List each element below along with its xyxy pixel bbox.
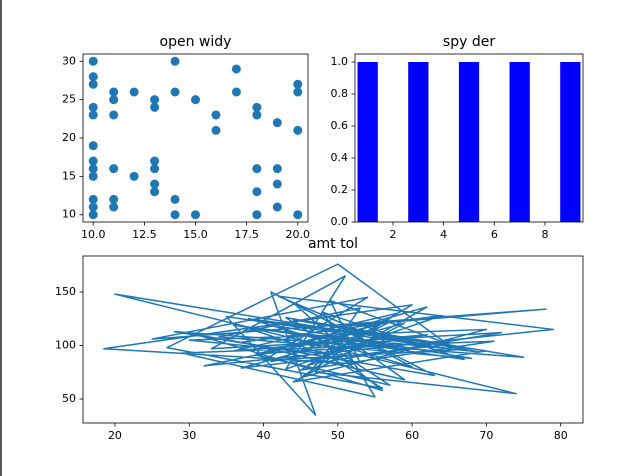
y-tick-label: 1.0 [331, 55, 349, 68]
y-tick-label: 10 [62, 208, 76, 221]
point [293, 210, 303, 220]
line [103, 263, 555, 416]
x-tick-label: 6 [491, 228, 498, 241]
y-tick-label: 100 [55, 338, 76, 351]
point [252, 164, 262, 174]
point [170, 87, 180, 97]
point [88, 171, 98, 181]
y-tick-label: 0.6 [331, 119, 349, 132]
point [109, 110, 119, 120]
x-tick-label: 40 [257, 429, 271, 442]
point [129, 87, 139, 97]
point [252, 102, 262, 112]
x-tick-label: 4 [440, 228, 447, 241]
x-tick-label: 20.0 [286, 228, 311, 241]
bar [560, 62, 581, 222]
point [191, 210, 200, 220]
point [88, 164, 98, 174]
point [252, 110, 262, 120]
point [129, 171, 139, 181]
y-tick-label: 15 [62, 169, 76, 182]
point [272, 202, 282, 212]
y-tick-label: 0.0 [331, 215, 349, 228]
point [88, 72, 98, 82]
y-tick-label: 30 [62, 54, 76, 67]
point [88, 156, 98, 166]
point [252, 210, 262, 220]
y-tick-label: 0.2 [331, 183, 349, 196]
point [231, 64, 241, 74]
point [293, 87, 303, 97]
point [293, 125, 303, 135]
point [150, 102, 160, 112]
point [88, 56, 98, 66]
point [272, 118, 282, 128]
axes-frame [82, 255, 584, 424]
chart-title: amt tol [308, 236, 358, 252]
point [170, 210, 180, 220]
point [88, 202, 98, 212]
point [109, 87, 119, 97]
x-tick-label: 12.5 [132, 228, 157, 241]
x-tick-label: 80 [554, 429, 568, 442]
point [211, 110, 221, 120]
point [150, 164, 160, 174]
x-tick-label: 15.0 [183, 228, 208, 241]
y-tick-label: 50 [62, 392, 76, 405]
x-tick-label: 70 [479, 429, 493, 442]
point [109, 202, 119, 212]
bar [408, 62, 429, 222]
point [211, 125, 221, 135]
point [293, 79, 303, 89]
x-tick-label: 30 [182, 429, 196, 442]
point [150, 179, 160, 189]
point [272, 179, 282, 189]
axes-frame [354, 53, 584, 223]
y-tick-label: 0.4 [331, 151, 349, 164]
point [88, 102, 98, 112]
point [109, 164, 119, 174]
y-tick-label: 150 [55, 285, 76, 298]
point [88, 194, 98, 204]
point [170, 56, 180, 66]
bar [357, 62, 378, 222]
point [150, 156, 160, 166]
point [170, 194, 180, 204]
x-tick-label: 8 [542, 228, 549, 241]
y-tick-label: 20 [62, 131, 76, 144]
y-tick-label: 0.8 [331, 87, 349, 100]
bar [458, 62, 480, 222]
point [272, 164, 282, 174]
chart-title: open widy [160, 34, 232, 50]
point [109, 194, 119, 204]
y-tick-label: 25 [62, 93, 76, 106]
point [88, 141, 98, 151]
window-edge [0, 0, 2, 476]
point [109, 95, 119, 105]
x-tick-label: 20 [108, 429, 122, 442]
x-tick-label: 60 [405, 429, 419, 442]
bar [509, 62, 530, 222]
point [252, 187, 262, 197]
point [150, 187, 160, 197]
point [88, 210, 98, 220]
point [150, 95, 160, 105]
point [191, 95, 200, 105]
x-tick-label: 2 [390, 228, 397, 241]
point [88, 110, 98, 120]
chart-title: spy der [443, 34, 495, 50]
point [88, 79, 98, 89]
x-tick-label: 17.5 [234, 228, 259, 241]
x-tick-label: 50 [331, 429, 345, 442]
point [231, 87, 241, 97]
x-tick-label: 10.0 [81, 228, 106, 241]
